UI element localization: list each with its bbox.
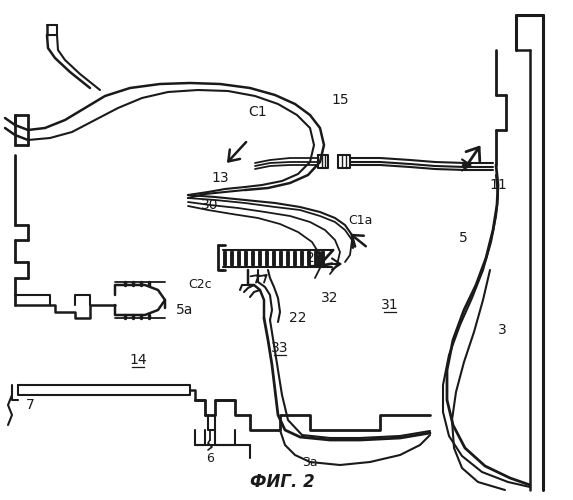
Text: 23: 23 xyxy=(306,251,324,265)
Text: 5: 5 xyxy=(458,231,468,245)
Text: C2c: C2c xyxy=(188,278,212,291)
Text: 13: 13 xyxy=(211,171,229,185)
Text: 3: 3 xyxy=(497,323,507,337)
Text: 7: 7 xyxy=(26,398,34,412)
Text: 31: 31 xyxy=(381,298,399,312)
Text: 6: 6 xyxy=(206,452,214,464)
Text: ФИГ. 2: ФИГ. 2 xyxy=(250,473,315,491)
Text: C1a: C1a xyxy=(348,214,372,226)
Text: 5a: 5a xyxy=(176,303,194,317)
Text: 32: 32 xyxy=(321,291,339,305)
Text: 14: 14 xyxy=(129,353,147,367)
Text: 11: 11 xyxy=(489,178,507,192)
Text: 33: 33 xyxy=(271,341,289,355)
Text: 3a: 3a xyxy=(302,456,318,468)
Text: C1: C1 xyxy=(249,105,268,119)
Text: 15: 15 xyxy=(331,93,349,107)
Text: 30: 30 xyxy=(201,198,219,212)
Text: 22: 22 xyxy=(289,311,307,325)
